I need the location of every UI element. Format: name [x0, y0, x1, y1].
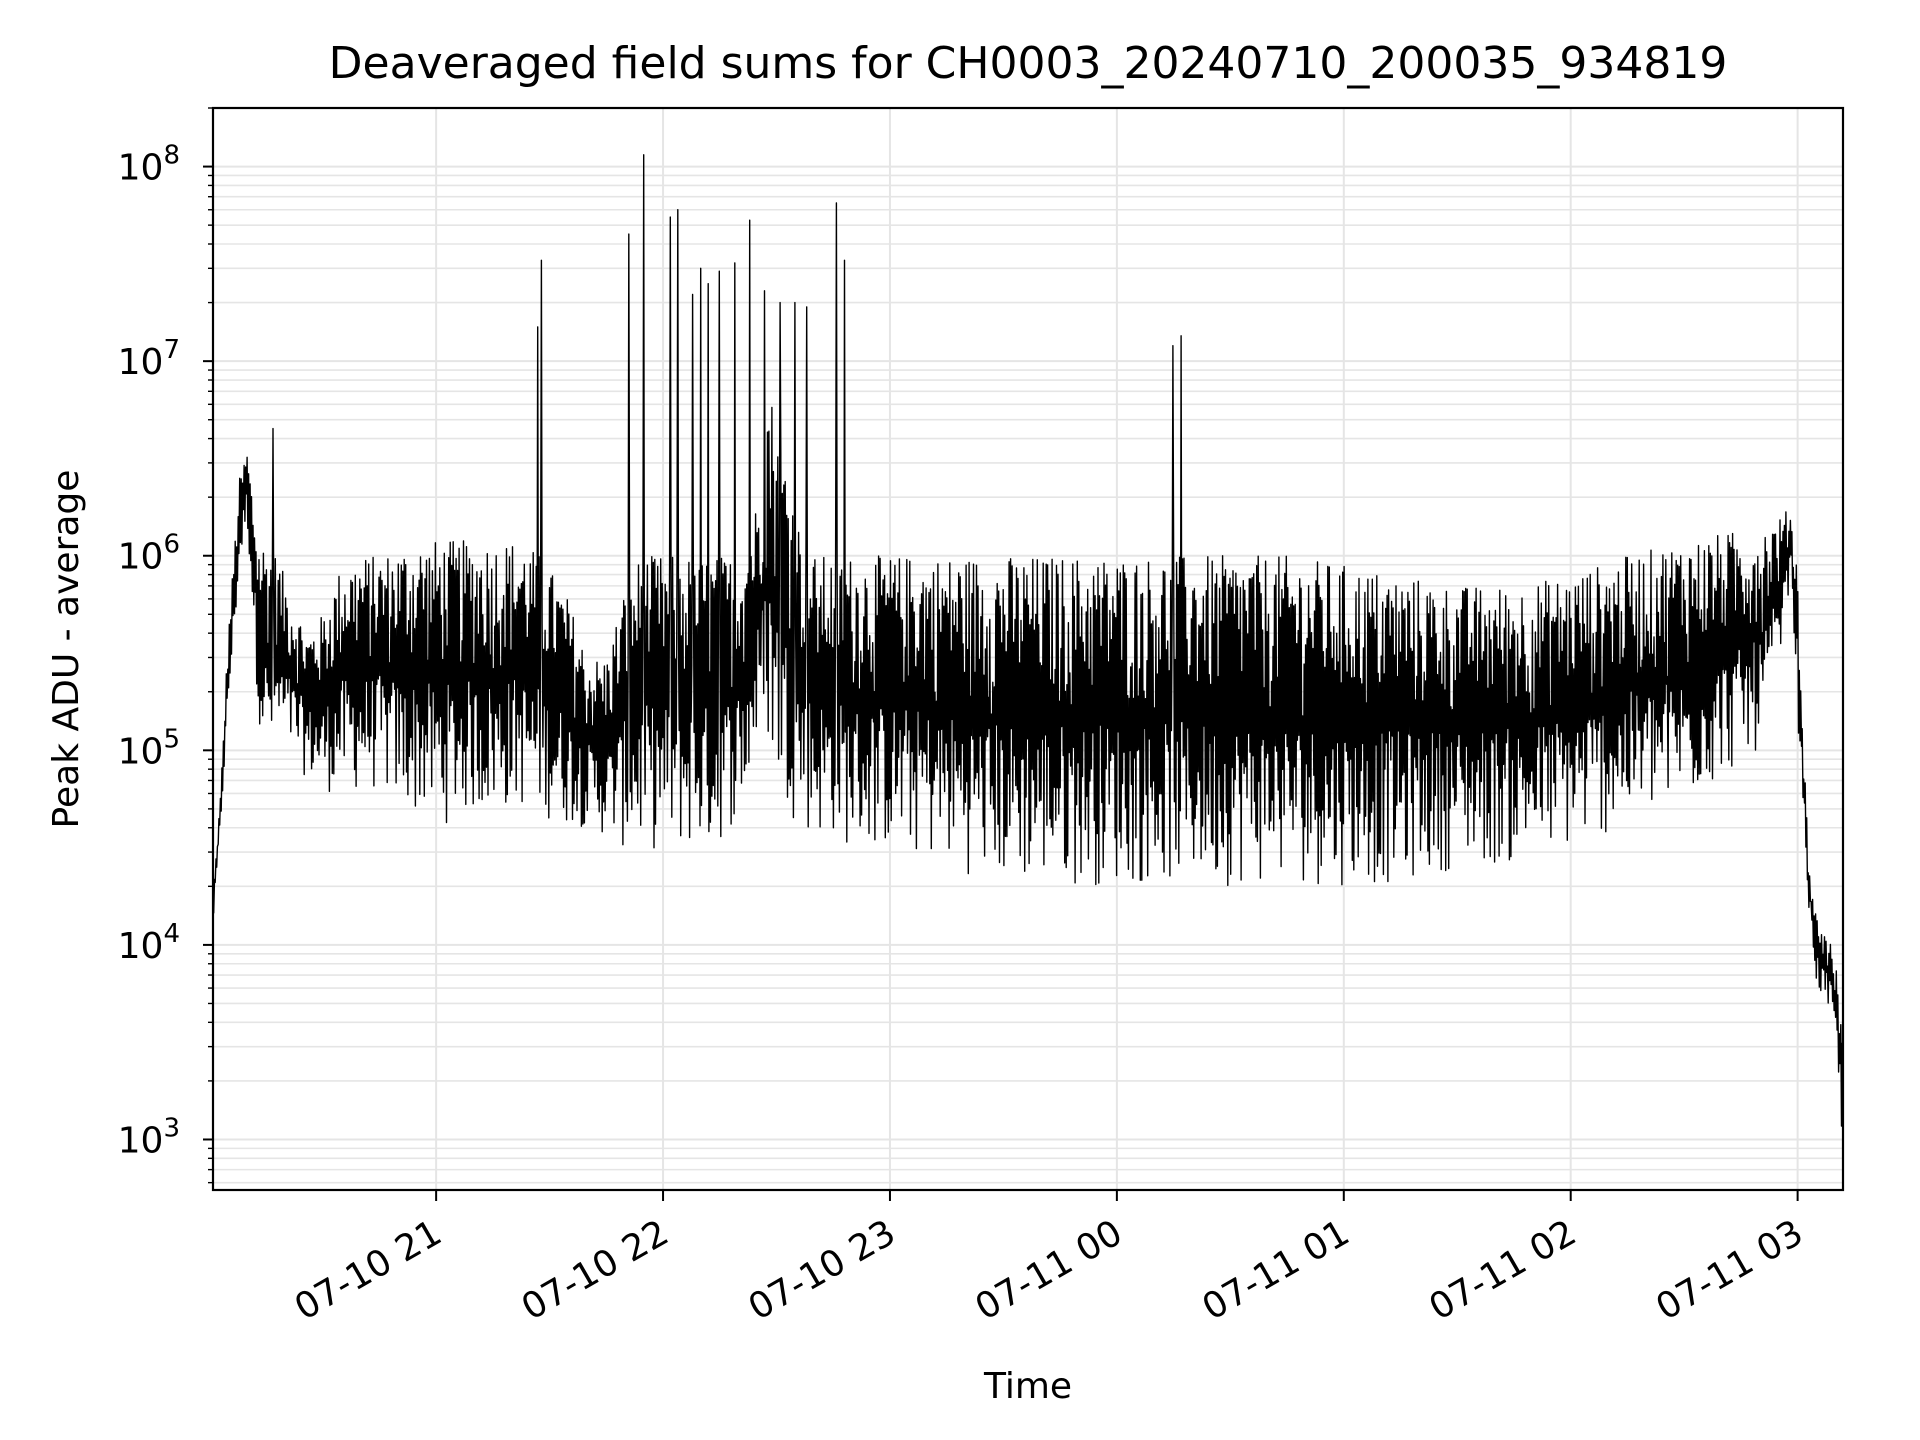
plot-frame — [211, 106, 1845, 1192]
y-tick-exponent: 3 — [163, 1113, 180, 1143]
chart-title: Deaveraged field sums for CH0003_2024071… — [329, 38, 1728, 89]
y-tick-label: 104 — [118, 919, 180, 967]
y-axis-label: Peak ADU - average — [46, 470, 87, 829]
y-tick-base: 10 — [118, 148, 164, 189]
y-tick-exponent: 7 — [163, 335, 180, 365]
y-tick-exponent: 4 — [163, 919, 180, 949]
series-line — [212, 154, 1844, 1127]
y-tick-exponent: 5 — [163, 724, 180, 754]
y-tick-label: 105 — [118, 724, 180, 772]
y-tick-base: 10 — [118, 342, 164, 383]
y-tick-label: 108 — [118, 141, 180, 189]
y-tick-label: 107 — [118, 335, 180, 383]
y-tick-base: 10 — [118, 1120, 164, 1161]
data-line-path — [212, 154, 1844, 1127]
x-axis-label: Time — [983, 1366, 1072, 1407]
y-tick-base: 10 — [118, 731, 164, 772]
y-tick-label: 103 — [118, 1113, 180, 1161]
y-tick-base: 10 — [118, 537, 164, 578]
y-tick-exponent: 6 — [163, 530, 180, 560]
y-tick-exponent: 8 — [163, 141, 180, 171]
y-tick-base: 10 — [118, 926, 164, 967]
y-tick-label: 106 — [118, 530, 180, 578]
grid — [213, 107, 1843, 1190]
